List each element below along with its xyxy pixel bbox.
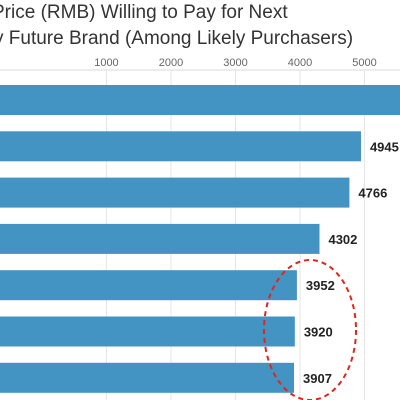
chart-title-line-2: y Future Brand (Among Likely Purchasers) [0,28,354,49]
data-label: 4302 [328,232,357,247]
x-tick-label: 2000 [159,57,183,69]
bar [0,177,350,208]
x-tick-label: 1000 [94,57,118,69]
bar [0,131,361,162]
bar [0,85,400,115]
bar [0,316,295,347]
bar [0,362,294,393]
bar [0,223,320,254]
x-tick-label: 5000 [352,57,376,69]
data-label: 4766 [358,186,387,201]
data-label: 3920 [304,325,333,340]
bar [0,270,297,301]
x-tick-label: 3000 [223,57,247,69]
x-tick-label: 4000 [288,57,312,69]
chart-title-line-1: Price (RMB) Willing to Pay for Next [0,2,288,23]
data-label: 4945 [370,139,399,154]
data-label: 3907 [303,371,332,386]
data-label: 3952 [306,278,335,293]
highlight-ellipse [263,259,357,400]
